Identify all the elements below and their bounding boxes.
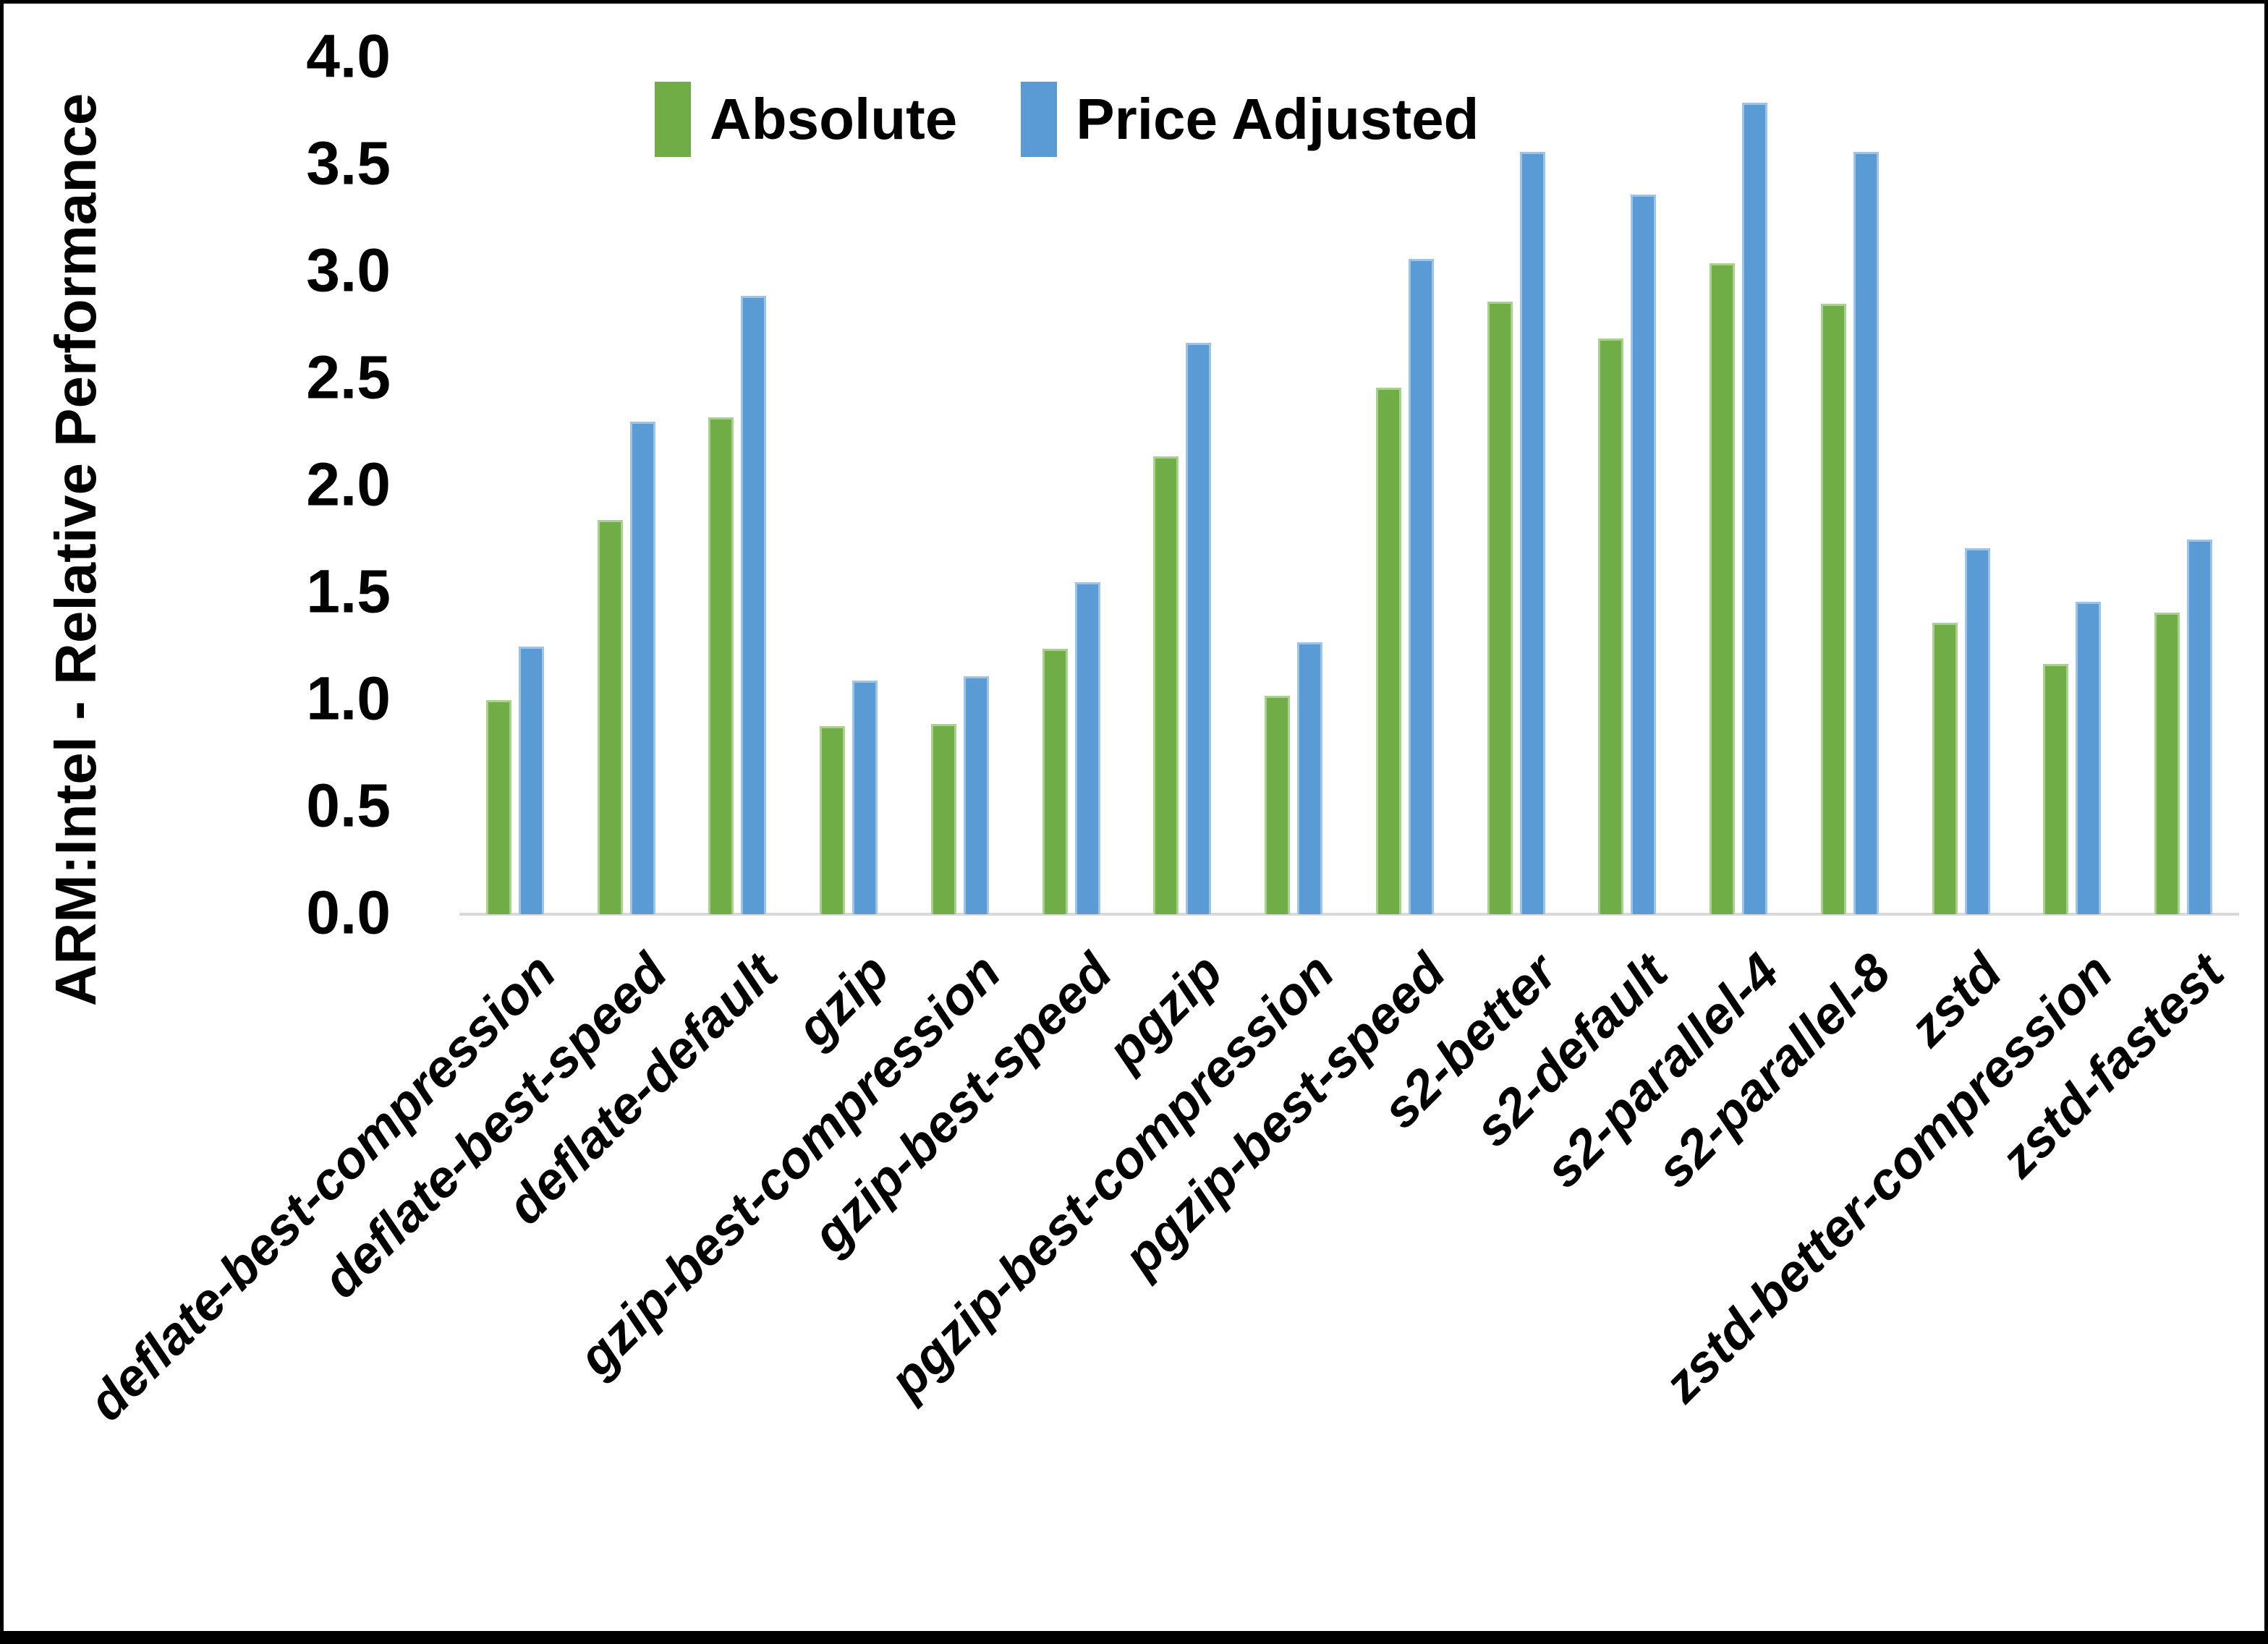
bar-absolute-s2-better — [1487, 302, 1513, 914]
y-tick-1.0: 1.0 — [306, 664, 391, 733]
y-tick-3.5: 3.5 — [306, 129, 391, 197]
y-tick-2.5: 2.5 — [306, 343, 391, 412]
y-tick-0.5: 0.5 — [306, 771, 391, 840]
bar-absolute-gzip-best-compression — [931, 724, 956, 914]
bar-price-adjusted-deflate-best-compression — [519, 647, 544, 914]
legend-swatch-price-adjusted — [1021, 82, 1058, 157]
bar-absolute-pgzip — [1153, 456, 1178, 914]
bar-absolute-deflate-best-speed — [598, 520, 623, 914]
bar-absolute-s2-parallel-4 — [1710, 263, 1735, 914]
bar-absolute-s2-default — [1598, 338, 1623, 914]
x-category-label-deflate-best-compression: deflate-best-compression — [77, 942, 567, 1432]
y-tick-2.0: 2.0 — [306, 450, 391, 519]
bar-absolute-s2-parallel-8 — [1821, 304, 1846, 914]
legend-label-price-adjusted: Price Adjusted — [1076, 87, 1479, 151]
bar-price-adjusted-pgzip-best-compression — [1297, 642, 1322, 914]
bar-absolute-deflate-best-compression — [486, 700, 511, 914]
bar-price-adjusted-zstd-better-compression — [2076, 602, 2101, 914]
bar-price-adjusted-s2-better — [1520, 152, 1545, 914]
bar-price-adjusted-deflate-best-speed — [630, 422, 655, 914]
plot-area — [459, 58, 2239, 916]
bar-price-adjusted-pgzip — [1186, 343, 1211, 914]
bar-price-adjusted-s2-default — [1631, 195, 1656, 914]
bar-price-adjusted-zstd — [1965, 548, 1990, 914]
bar-absolute-gzip-best-speed — [1042, 649, 1068, 914]
bar-absolute-gzip — [820, 726, 845, 914]
legend: Absolute Price Adjusted — [655, 82, 1479, 157]
bar-absolute-deflate-default — [708, 417, 734, 914]
legend-swatch-absolute — [655, 82, 691, 157]
bar-absolute-pgzip-best-speed — [1376, 388, 1401, 914]
bar-price-adjusted-gzip-best-compression — [964, 676, 989, 914]
bar-price-adjusted-deflate-default — [741, 296, 766, 914]
bar-absolute-zstd — [1932, 623, 1958, 914]
legend-label-absolute: Absolute — [710, 87, 958, 151]
y-tick-0.0: 0.0 — [306, 878, 391, 947]
y-tick-4.0: 4.0 — [306, 22, 391, 90]
bar-price-adjusted-gzip-best-speed — [1075, 582, 1100, 914]
bar-absolute-zstd-better-compression — [2043, 664, 2068, 914]
y-tick-1.5: 1.5 — [306, 557, 391, 626]
bar-absolute-pgzip-best-compression — [1265, 696, 1290, 914]
bar-absolute-zstd-fastest — [2154, 613, 2180, 914]
bar-price-adjusted-pgzip-best-speed — [1409, 259, 1434, 914]
bar-price-adjusted-gzip — [852, 681, 878, 914]
y-axis-title: ARM:Intel - Relative Performance — [43, 93, 108, 1007]
bar-price-adjusted-s2-parallel-8 — [1853, 152, 1879, 914]
legend-item-absolute: Absolute — [655, 82, 957, 157]
x-axis-line — [459, 913, 2239, 916]
legend-item-price-adjusted: Price Adjusted — [1021, 82, 1479, 157]
bar-price-adjusted-s2-parallel-4 — [1742, 103, 1767, 914]
y-tick-3.0: 3.0 — [306, 236, 391, 304]
bar-price-adjusted-zstd-fastest — [2187, 540, 2212, 914]
